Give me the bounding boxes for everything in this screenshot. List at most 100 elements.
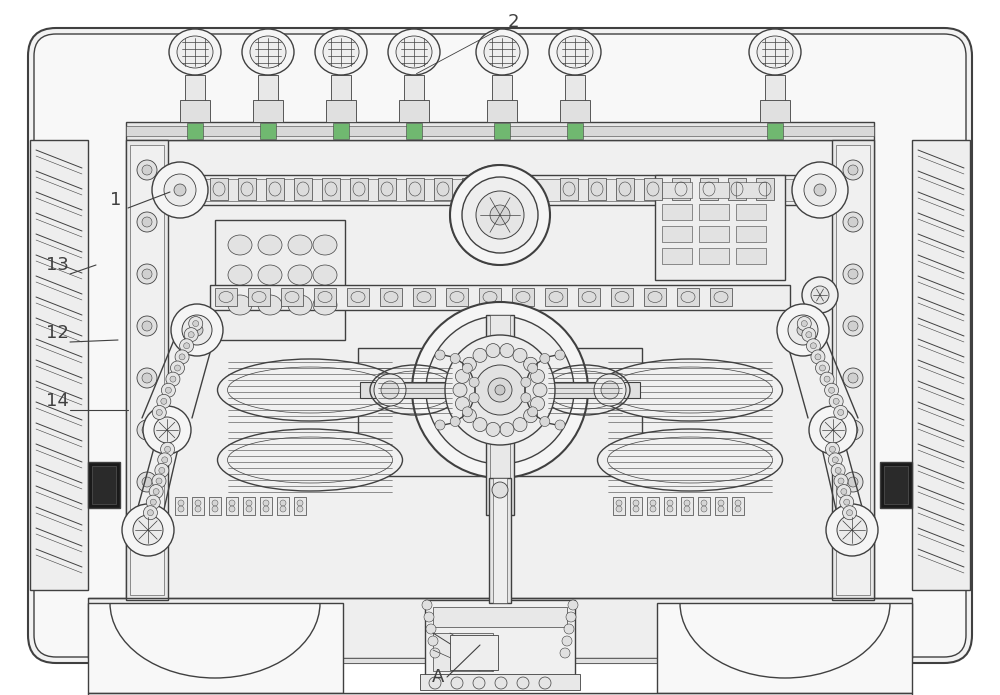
Circle shape (524, 409, 538, 423)
Circle shape (829, 446, 835, 452)
Circle shape (280, 500, 286, 506)
Circle shape (820, 417, 846, 443)
Circle shape (133, 515, 163, 545)
Bar (644, 178, 662, 200)
Circle shape (184, 327, 198, 342)
Circle shape (171, 304, 223, 356)
Circle shape (142, 165, 152, 175)
Bar (126, 126, 874, 136)
Circle shape (531, 397, 545, 411)
Circle shape (792, 162, 848, 218)
Bar (493, 478, 507, 603)
Bar (565, 75, 585, 117)
Circle shape (462, 357, 476, 371)
Circle shape (814, 184, 826, 196)
Bar (260, 497, 272, 515)
Circle shape (152, 474, 166, 488)
Circle shape (435, 350, 445, 360)
Bar (209, 497, 221, 515)
Circle shape (469, 377, 479, 387)
Circle shape (428, 636, 438, 646)
Circle shape (155, 464, 169, 477)
Circle shape (426, 624, 436, 634)
Circle shape (195, 500, 201, 506)
Circle shape (667, 500, 673, 506)
Circle shape (848, 425, 858, 435)
Circle shape (188, 332, 194, 338)
Bar (210, 285, 790, 310)
Circle shape (735, 500, 741, 506)
Circle shape (521, 377, 531, 387)
Circle shape (806, 332, 812, 338)
Bar (677, 288, 699, 306)
Bar (358, 348, 642, 476)
Ellipse shape (258, 295, 282, 315)
Circle shape (540, 354, 550, 363)
Circle shape (475, 365, 525, 415)
Bar (446, 288, 468, 306)
Bar (880, 462, 912, 508)
Circle shape (297, 500, 303, 506)
Circle shape (246, 500, 252, 506)
Circle shape (650, 506, 656, 512)
Ellipse shape (288, 235, 312, 255)
Bar (434, 178, 452, 200)
Ellipse shape (218, 359, 403, 421)
FancyBboxPatch shape (34, 34, 966, 657)
Circle shape (451, 677, 463, 689)
Bar (433, 633, 493, 671)
Circle shape (825, 383, 839, 398)
Bar (832, 140, 874, 600)
Circle shape (555, 350, 565, 360)
Circle shape (701, 506, 707, 512)
Ellipse shape (228, 295, 252, 315)
Bar (30, 140, 88, 590)
Bar (226, 497, 238, 515)
Bar (611, 288, 633, 306)
Bar (253, 100, 283, 122)
Circle shape (178, 506, 184, 512)
Bar (248, 288, 270, 306)
Circle shape (142, 373, 152, 383)
Circle shape (137, 160, 157, 180)
Bar (765, 75, 785, 117)
Circle shape (486, 343, 500, 358)
Ellipse shape (749, 29, 801, 75)
Ellipse shape (250, 36, 286, 68)
Bar (545, 288, 567, 306)
Circle shape (811, 286, 829, 304)
Circle shape (460, 350, 540, 430)
Circle shape (848, 529, 858, 539)
Circle shape (566, 612, 576, 622)
Circle shape (684, 500, 690, 506)
Text: 13: 13 (46, 256, 69, 274)
Circle shape (381, 381, 399, 399)
Bar (662, 248, 692, 264)
Ellipse shape (557, 36, 593, 68)
Circle shape (848, 321, 858, 331)
Bar (406, 178, 424, 200)
Circle shape (809, 406, 857, 454)
Circle shape (517, 677, 529, 689)
Circle shape (445, 335, 555, 445)
Circle shape (430, 648, 440, 658)
Circle shape (142, 425, 152, 435)
Circle shape (531, 369, 545, 384)
Circle shape (843, 420, 863, 440)
Circle shape (175, 350, 189, 364)
Circle shape (833, 398, 839, 404)
Circle shape (179, 354, 185, 360)
Circle shape (524, 357, 538, 371)
Circle shape (212, 506, 218, 512)
Text: 2: 2 (508, 13, 520, 31)
Circle shape (462, 177, 538, 253)
Bar (681, 497, 693, 515)
Bar (672, 178, 690, 200)
Circle shape (142, 477, 152, 487)
Circle shape (149, 484, 163, 498)
Circle shape (422, 600, 432, 610)
Bar (494, 123, 510, 139)
Circle shape (528, 363, 538, 373)
Circle shape (844, 499, 850, 505)
Bar (760, 100, 790, 122)
